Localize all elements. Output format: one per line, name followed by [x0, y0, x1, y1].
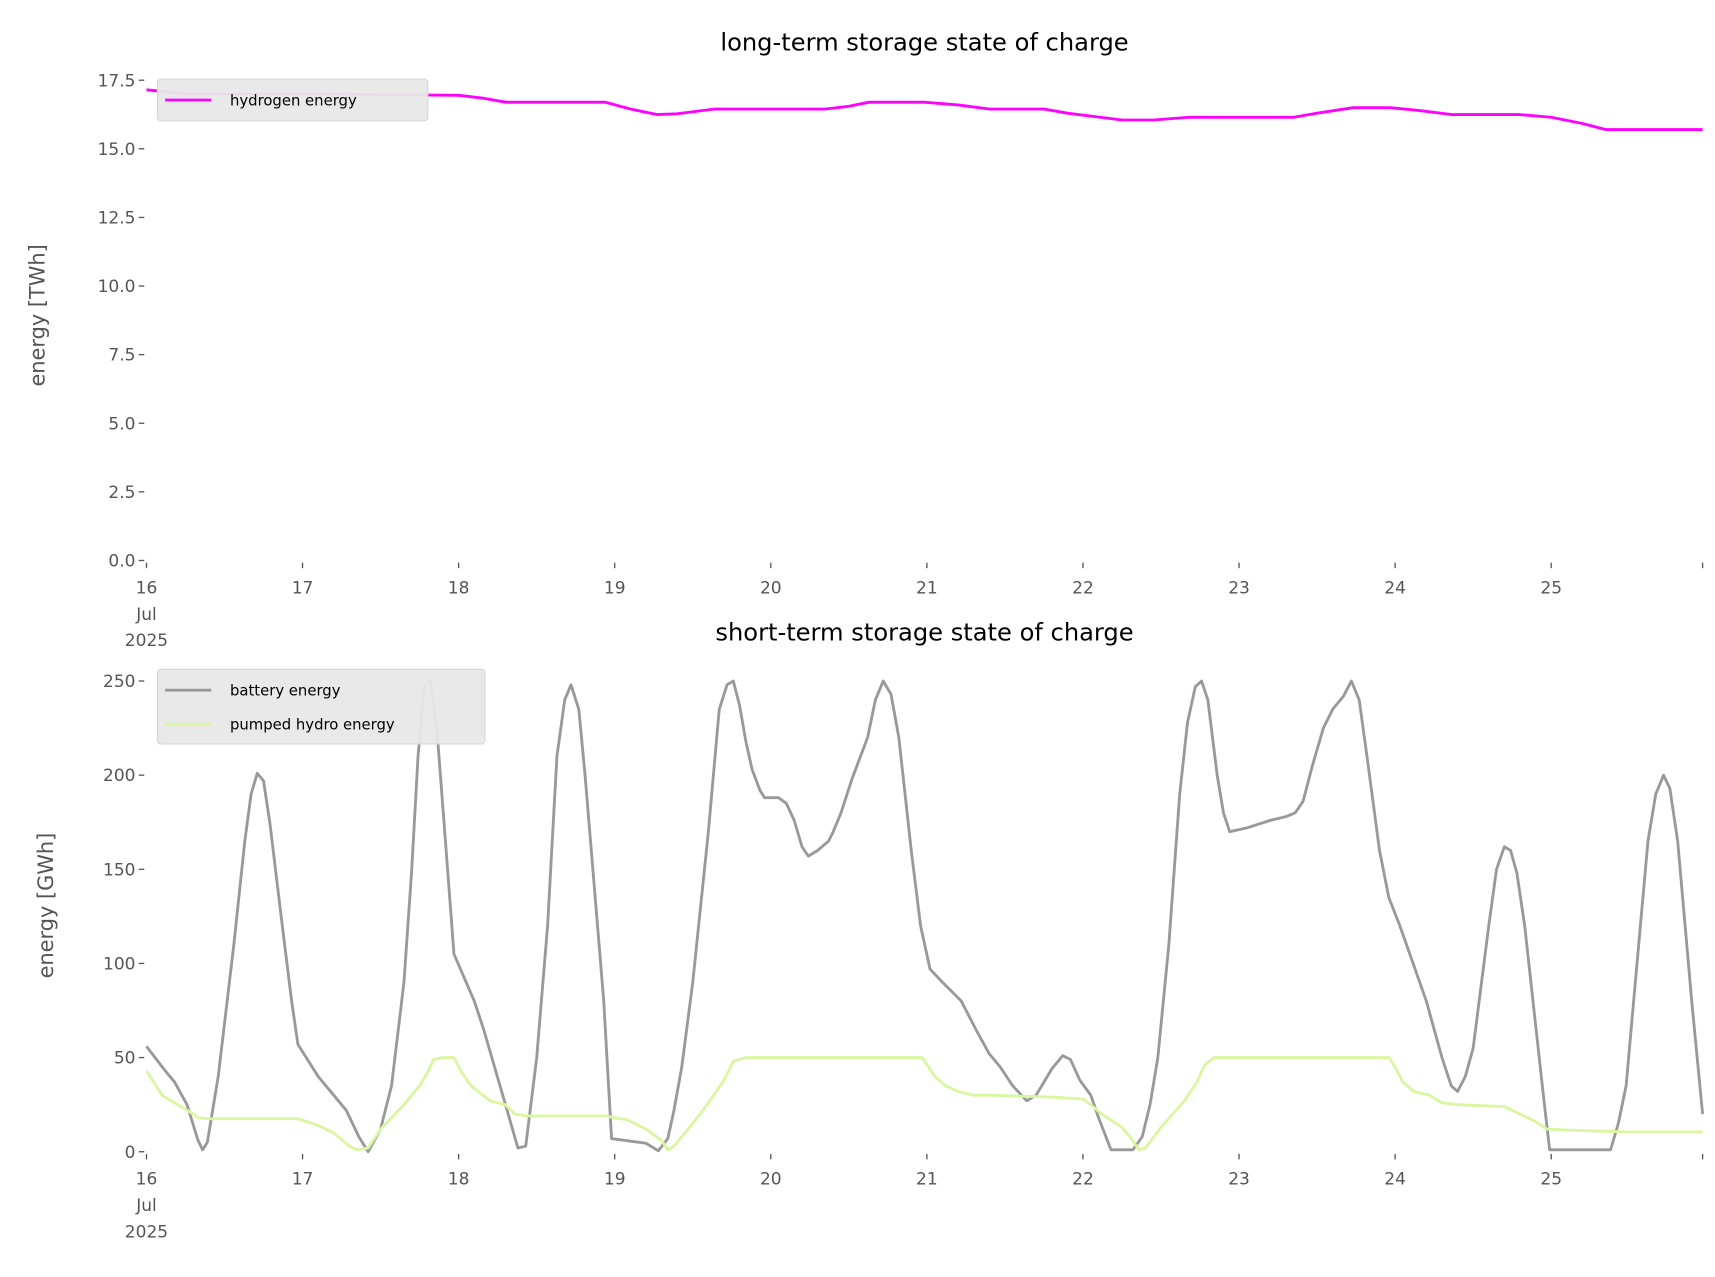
- chart-title: short-term storage state of charge: [715, 619, 1133, 647]
- x-tick-label: 18: [448, 1170, 470, 1190]
- legend: battery energy pumped hydro energy: [156, 668, 486, 745]
- series-line-hydrogen-energy: [146, 88, 1703, 131]
- x-tick-label: 18: [448, 578, 470, 598]
- legend: hydrogen energy: [156, 78, 429, 122]
- legend-label: hydrogen energy: [230, 93, 357, 110]
- y-tick-label: 0.0: [108, 552, 135, 572]
- y-axis-label: energy [TWh]: [25, 244, 49, 386]
- x-tick-label: 2025: [125, 1222, 168, 1242]
- x-tick-label: 19: [604, 1170, 626, 1190]
- legend-label: pumped hydro energy: [230, 717, 395, 734]
- legend-box: [156, 78, 429, 122]
- x-tick-label: Jul: [135, 605, 157, 625]
- series-line-battery-energy: [145, 679, 1705, 1154]
- x-tick-label: 19: [604, 578, 626, 598]
- x-tick-label: 20: [760, 1170, 782, 1190]
- long-term-storage-axes: long-term storage state of charge energy…: [25, 29, 1704, 651]
- x-tick-label: 2025: [125, 631, 168, 651]
- y-tick-label: 150: [103, 860, 135, 880]
- x-tick-label: 24: [1384, 578, 1406, 598]
- y-tick-label: 15.0: [98, 140, 136, 160]
- x-tick-label: 21: [916, 578, 938, 598]
- legend-box: [156, 668, 486, 745]
- x-tick-label: 22: [1072, 1170, 1094, 1190]
- chart-title: long-term storage state of charge: [720, 29, 1128, 57]
- y-tick-label: 7.5: [108, 346, 135, 366]
- x-tick-label: 25: [1540, 1170, 1562, 1190]
- x-tick-label: 23: [1228, 1170, 1250, 1190]
- x-tick-label: 20: [760, 578, 782, 598]
- x-tick-label: 17: [292, 578, 314, 598]
- x-tick-label: 21: [916, 1170, 938, 1190]
- y-tick-label: 50: [114, 1049, 136, 1069]
- y-tick-label: 17.5: [98, 71, 136, 91]
- y-tick-label: 200: [103, 766, 135, 786]
- x-tick-label: 16: [136, 578, 158, 598]
- y-axis-label: energy [GWh]: [34, 833, 58, 979]
- y-tick-label: 10.0: [98, 277, 136, 297]
- short-term-storage-axes: short-term storage state of charge energ…: [34, 619, 1705, 1242]
- y-tick-label: 2.5: [108, 483, 135, 503]
- x-tick-label: 23: [1228, 578, 1250, 598]
- x-tick-label: 25: [1540, 578, 1562, 598]
- legend-label: battery energy: [230, 683, 341, 700]
- x-tick-label: Jul: [135, 1196, 157, 1216]
- x-tick-label: 22: [1072, 578, 1094, 598]
- y-tick-label: 100: [103, 954, 135, 974]
- y-tick-label: 0: [125, 1143, 136, 1163]
- x-tick-label: 17: [292, 1170, 314, 1190]
- y-tick-label: 5.0: [108, 414, 135, 434]
- x-tick-label: 24: [1384, 1170, 1406, 1190]
- y-tick-label: 250: [103, 672, 135, 692]
- y-tick-label: 12.5: [98, 208, 136, 228]
- series-line-pumped-hydro-energy: [145, 1056, 1703, 1152]
- x-tick-label: 16: [136, 1170, 158, 1190]
